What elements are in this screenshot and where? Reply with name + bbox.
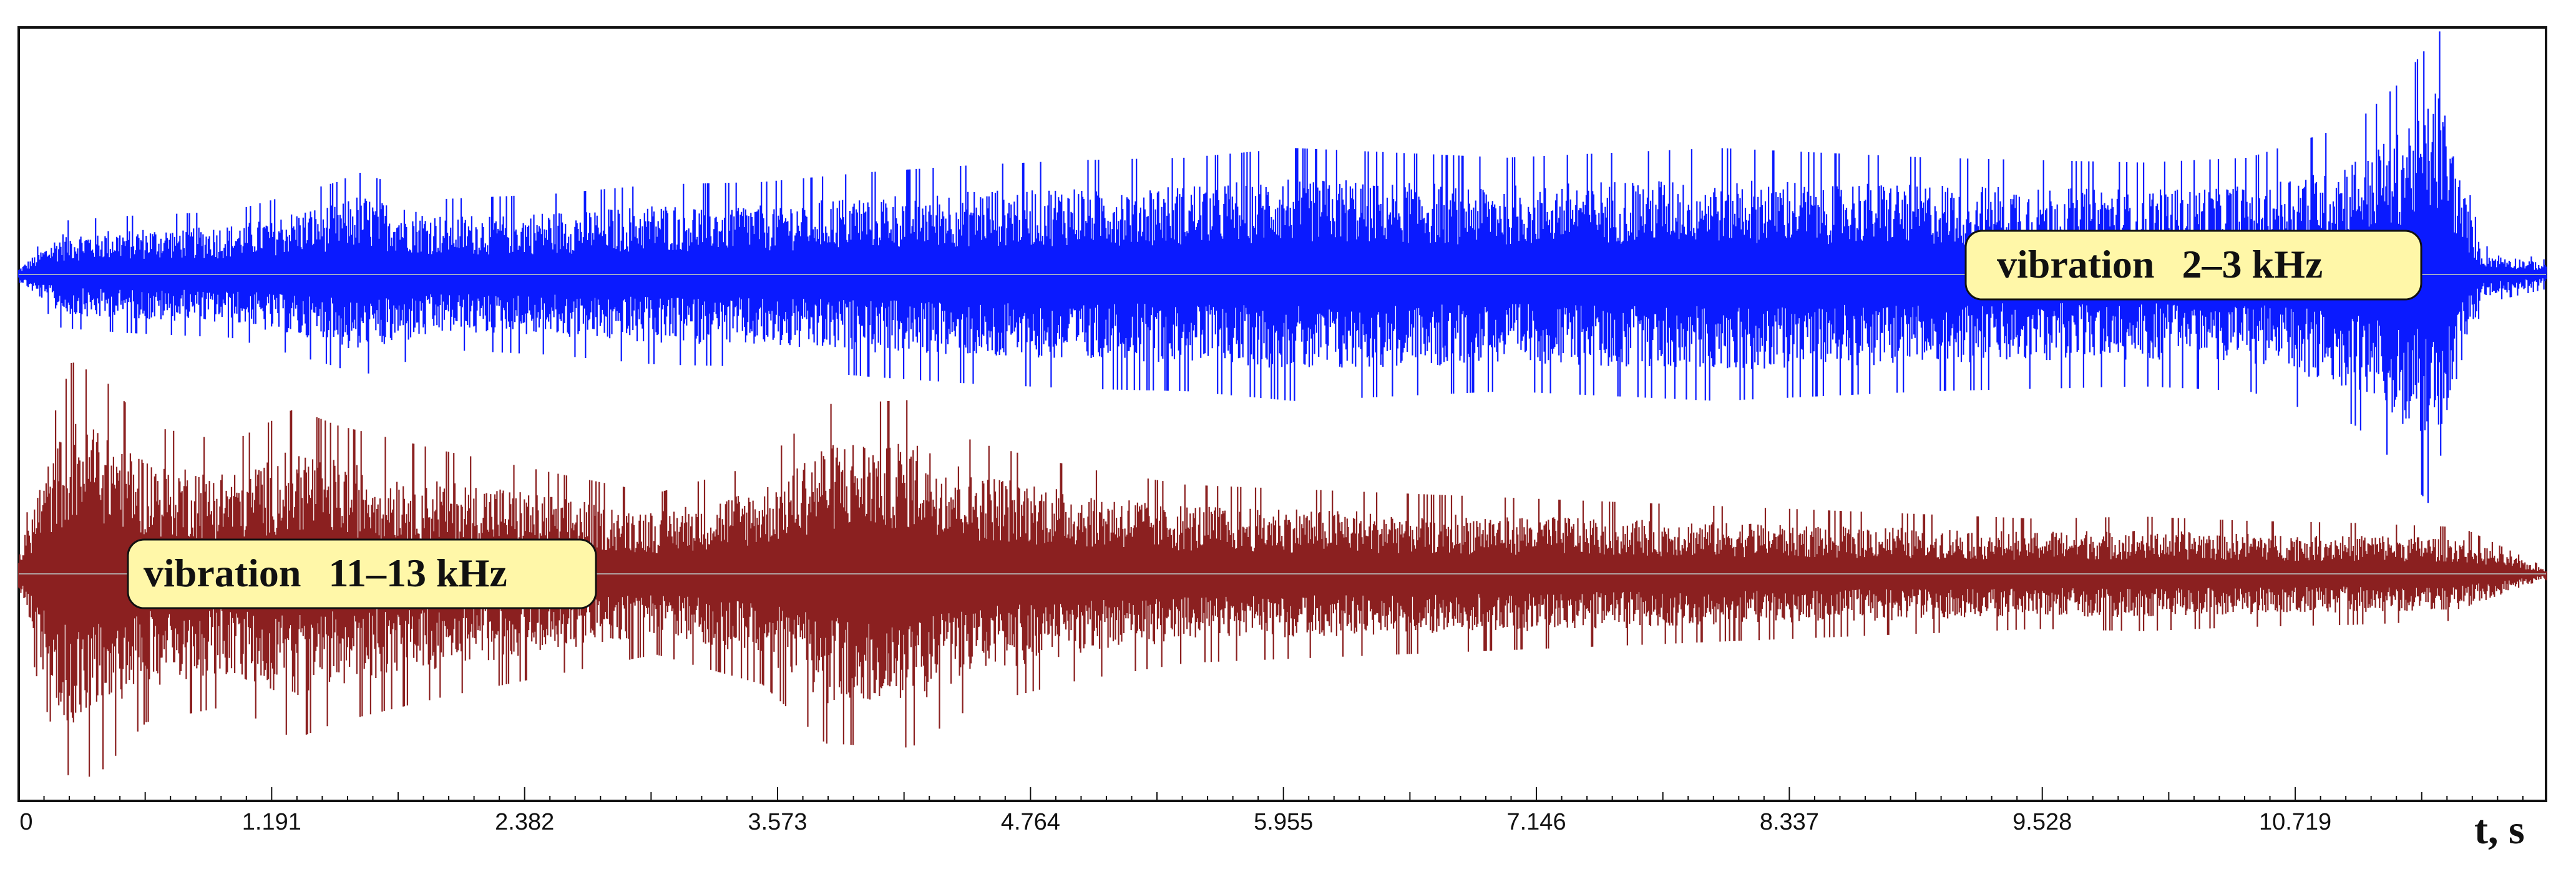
x-tick-label: 4.764: [1001, 809, 1060, 835]
series-label-2-3-khz: vibration 2–3 kHz: [1964, 230, 2422, 301]
x-tick-label: 0: [19, 809, 32, 835]
series-label-range: 11–13 kHz: [328, 551, 507, 595]
series-label-word: vibration: [144, 551, 301, 595]
x-tick-label: 9.528: [2012, 809, 2072, 835]
x-tick-label: 3.573: [748, 809, 807, 835]
series-label-word: vibration: [1997, 242, 2154, 286]
series-label-range: 2–3 kHz: [2182, 242, 2323, 286]
x-tick-label: 10.719: [2259, 809, 2331, 835]
series-label-box: [1964, 230, 2422, 301]
x-tick-label: 1.191: [242, 809, 301, 835]
svg-text:vibration 2–3 kHz: vibration 2–3 kHz: [1997, 242, 2323, 286]
x-tick-label: 7.146: [1506, 809, 1566, 835]
series-label-box: [127, 538, 597, 609]
x-axis-ticks: [18, 787, 2524, 801]
plot-frame: [17, 26, 2547, 802]
x-axis-title: t, s: [2474, 807, 2525, 853]
x-tick-label: 8.337: [1760, 809, 1819, 835]
x-tick-label: 2.382: [495, 809, 554, 835]
series-label-11-13-khz: vibration 11–13 kHz: [127, 538, 597, 609]
svg-text:vibration 11–13 kHz: vibration 11–13 kHz: [144, 551, 507, 595]
x-tick-label: 5.955: [1254, 809, 1313, 835]
x-axis-tick-labels: 0 1.191 2.382 3.573 4.764 5.955 7.146 8.337 9.52…: [19, 809, 2331, 835]
